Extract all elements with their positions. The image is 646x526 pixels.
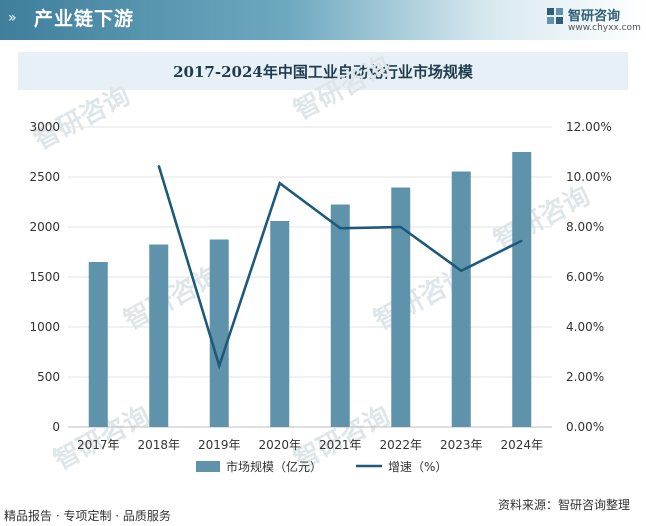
- brand-logo: 智研咨询 www.chyxx.com: [546, 5, 641, 37]
- bar: [330, 204, 350, 427]
- x-tick-label: 2020年: [258, 438, 301, 452]
- line-point: [218, 364, 221, 367]
- y-left-tick-label: 3000: [29, 120, 60, 134]
- bar: [391, 187, 411, 427]
- legend-swatch-bar: [196, 461, 220, 472]
- y-right-tick-label: 12.00%: [566, 120, 612, 134]
- chart-title: 2017-2024年中国工业自动化行业市场规模: [173, 63, 473, 81]
- footer-tagline: 精品报告 · 专项定制 · 品质服务: [4, 509, 171, 523]
- bar: [270, 221, 290, 427]
- brand-name: 智研咨询: [568, 9, 621, 24]
- x-tick-label: 2024年: [500, 438, 543, 452]
- bar: [149, 244, 169, 427]
- x-tick-label: 2019年: [198, 438, 241, 452]
- bar-series: [88, 152, 532, 427]
- y-right-tick-label: 8.00%: [566, 220, 604, 234]
- bar: [88, 262, 108, 427]
- line-series: [157, 164, 523, 371]
- legend-label-line: 增速（%）: [388, 460, 447, 474]
- x-tick-label: 2023年: [440, 438, 483, 452]
- chart-title-bar: 2017-2024年中国工业自动化行业市场规模: [18, 52, 628, 90]
- y-left-tick-label: 1500: [29, 270, 60, 284]
- y-left-tick-label: 0: [52, 420, 60, 434]
- line-point: [520, 239, 523, 242]
- watermark-text: 智研咨询: [489, 180, 595, 256]
- line-point: [460, 269, 463, 272]
- watermark-text: 智研咨询: [29, 80, 135, 156]
- y-left-tick-label: 1000: [29, 320, 60, 334]
- x-tick-label: 2018年: [137, 438, 180, 452]
- source-note: 资料来源：智研咨询整理: [498, 498, 631, 512]
- bar: [209, 239, 229, 427]
- y-axis-left: 0 500 1000 1500 2000 2500 3000: [29, 120, 60, 434]
- line-point: [399, 226, 402, 228]
- header-banner: [0, 0, 646, 40]
- legend-label-bar: 市场规模（亿元）: [226, 459, 322, 474]
- double-chevron-icon: »: [8, 10, 17, 26]
- legend: 市场规模（亿元） 增速（%）: [196, 459, 447, 474]
- section-title: 产业链下游: [34, 8, 135, 30]
- brand-logo-icon: [547, 8, 563, 24]
- y-right-tick-label: 0.00%: [566, 420, 604, 434]
- x-tick-label: 2021年: [319, 438, 362, 452]
- y-left-tick-label: 2000: [29, 220, 60, 234]
- header: » 产业链下游 智研咨询 www.chyxx.com: [0, 0, 646, 40]
- watermark-text: 智研咨询: [289, 50, 395, 126]
- x-axis: 2017年 2018年 2019年 2020年 2021年 2022年 2023年 2024年: [77, 438, 543, 452]
- y-right-tick-label: 4.00%: [566, 320, 604, 334]
- brand-url: www.chyxx.com: [568, 23, 641, 33]
- x-tick-label: 2017年: [77, 438, 120, 452]
- y-right-tick-label: 2.00%: [566, 370, 604, 384]
- bar: [451, 171, 471, 427]
- bar: [512, 152, 532, 427]
- y-left-tick-label: 500: [37, 370, 60, 384]
- x-tick-label: 2022年: [379, 438, 422, 452]
- line-point: [339, 227, 342, 230]
- y-axis-right: 0.00% 2.00% 4.00% 6.00% 8.00% 10.00% 12.00%: [566, 120, 612, 434]
- line-point: [157, 164, 160, 167]
- line-point: [278, 182, 281, 185]
- y-right-tick-label: 6.00%: [566, 270, 604, 284]
- y-right-tick-label: 10.00%: [566, 170, 612, 184]
- watermark-text: 智研咨询: [119, 260, 225, 336]
- grid-lines: [68, 126, 552, 428]
- y-left-tick-label: 2500: [29, 170, 60, 184]
